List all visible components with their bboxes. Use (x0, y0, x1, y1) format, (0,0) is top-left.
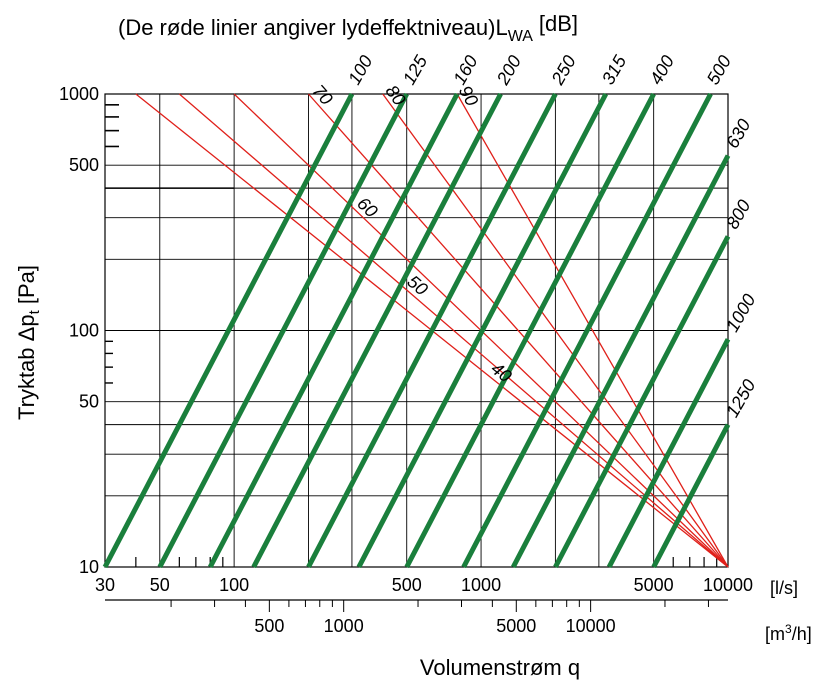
green-line-125 (157, 92, 409, 569)
green-line-label: 315 (598, 51, 631, 88)
green-line-label: 630 (722, 116, 754, 152)
x-unit-secondary-base: [m (765, 624, 785, 644)
red-line-80 (382, 93, 729, 568)
green-line-630 (511, 154, 731, 569)
green-line-label: 400 (646, 52, 678, 88)
x-tick-label: 50 (150, 575, 170, 595)
y-axis-label: Tryktab Δpt [Pa] (14, 265, 43, 420)
green-line-250 (306, 92, 558, 569)
x-secondary-tick-label: 1000 (324, 616, 364, 636)
red-line-70 (307, 93, 729, 568)
green-lines (102, 92, 731, 569)
red-line-label: 70 (308, 81, 336, 109)
axes (105, 599, 728, 612)
green-line-800 (553, 235, 731, 569)
y-axis-label-sub: t (26, 309, 43, 314)
chart-title-symbol-sub: WA (508, 28, 534, 45)
green-line-label: 800 (722, 196, 754, 232)
green-line-1000 (606, 338, 731, 569)
chart-title: (De røde linier angiver lydeffektniveau)… (118, 11, 578, 45)
x-unit-primary: [l/s] (770, 578, 798, 598)
x-secondary-tick-label: 5000 (496, 616, 536, 636)
green-line-label: 500 (703, 52, 735, 88)
chart-title-unit: [dB] (539, 11, 578, 36)
green-line-label: 100 (344, 52, 376, 88)
green-line-160 (207, 92, 460, 569)
x-axis-label: Volumenstrøm q (420, 655, 580, 680)
red-line-50 (178, 93, 729, 568)
y-axis-label-symbol: Δp (14, 314, 39, 341)
green-line-label: 125 (399, 51, 432, 88)
green-line-100 (102, 92, 355, 569)
chart-title-symbol: L (495, 15, 507, 40)
x-unit-secondary-sup: 3 (785, 622, 792, 636)
y-tick-label: 100 (69, 321, 99, 341)
x-secondary-tick-label: 500 (254, 616, 284, 636)
green-line-label: 250 (547, 52, 580, 89)
red-line-label: 90 (455, 82, 482, 109)
x-tick-label: 5000 (634, 575, 674, 595)
red-line-label: 80 (382, 81, 410, 109)
y-tick-label: 1000 (59, 84, 99, 104)
chart-title-text: (De røde linier angiver lydeffektniveau) (118, 15, 495, 40)
green-line-label: 200 (492, 52, 525, 89)
green-line-label: 160 (449, 52, 481, 88)
y-axis-label-text: Tryktab (14, 341, 39, 420)
y-tick-label: 10 (79, 557, 99, 577)
x-unit-secondary: [m3/h] (765, 622, 812, 644)
y-tick-label: 50 (79, 392, 99, 412)
red-line-90 (456, 93, 729, 568)
x-tick-label: 10000 (703, 575, 753, 595)
x-unit-secondary-end: /h] (792, 624, 812, 644)
x-tick-label: 500 (392, 575, 422, 595)
x-tick-label: 1000 (461, 575, 501, 595)
green-line-1250 (651, 423, 731, 569)
y-axis-label-unit: [Pa] (14, 265, 39, 310)
green-line-200 (251, 92, 503, 569)
green-line-315 (356, 92, 609, 569)
x-tick-label: 30 (95, 575, 115, 595)
y-tick-label: 500 (69, 155, 99, 175)
x-tick-label: 100 (219, 575, 249, 595)
green-line-400 (404, 92, 656, 569)
green-line-500 (461, 92, 713, 569)
x-secondary-tick-label: 10000 (566, 616, 616, 636)
